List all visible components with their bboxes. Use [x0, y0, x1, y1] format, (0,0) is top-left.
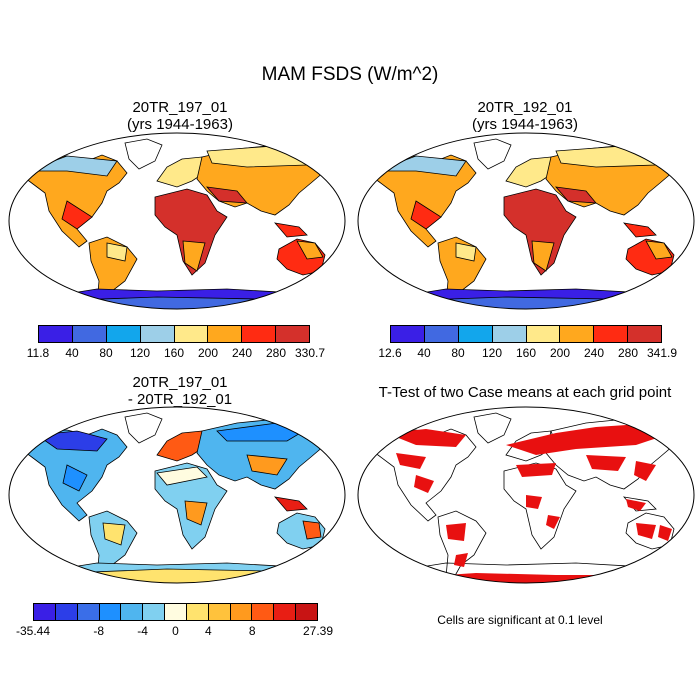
panel-title-bottom-right: T-Test of two Case means at each grid po… — [353, 384, 697, 401]
colorbar-swatch — [77, 604, 100, 620]
colorbar-label: 160 — [163, 346, 185, 360]
colorbar-label: 27.39 — [302, 624, 334, 638]
colorbar-swatch — [296, 604, 317, 620]
significance-footnote: Cells are significant at 0.1 level — [437, 613, 603, 627]
colorbar-swatch — [140, 326, 175, 342]
colorbar-swatch — [560, 326, 595, 342]
main-title: MAM FSDS (W/m^2) — [261, 64, 439, 85]
colorbar-label: 8 — [248, 624, 256, 638]
colorbar-swatch — [55, 604, 78, 620]
colorbar-label: 240 — [583, 346, 605, 360]
panel-title-line1: 20TR_197_01 — [132, 99, 228, 116]
colorbar-right — [390, 325, 662, 343]
panel-title-bottom-left: 20TR_197_01 - 20TR_192_01 — [10, 374, 350, 408]
panel-title-line2: (yrs 1944-1963) — [127, 116, 233, 133]
colorbar-swatch — [276, 326, 309, 342]
colorbar-label: 200 — [197, 346, 219, 360]
panel-title-line1: T-Test of two Case means at each grid po… — [378, 384, 672, 401]
colorbar-label: 120 — [129, 346, 151, 360]
colorbar-label: 11.8 — [26, 346, 50, 360]
colorbar-label: 40 — [417, 346, 431, 360]
colorbar-label: 280 — [265, 346, 287, 360]
colorbar-label: 4 — [205, 624, 212, 638]
colorbar-swatch — [252, 604, 275, 620]
colorbar-diff — [33, 603, 318, 621]
colorbar-label: 40 — [65, 346, 79, 360]
panel-title-line2: (yrs 1944-1963) — [472, 116, 578, 133]
colorbar-label: 330.7 — [294, 346, 326, 360]
colorbar-swatch — [72, 326, 107, 342]
colorbar-label: 80 — [99, 346, 113, 360]
colorbar-swatch — [174, 326, 209, 342]
colorbar-label: 240 — [231, 346, 253, 360]
colorbar-label: 80 — [451, 346, 465, 360]
colorbar-swatch — [424, 326, 459, 342]
colorbar-swatch — [106, 326, 141, 342]
panel-title-line1: 20TR_197_01 — [132, 374, 228, 391]
colorbar-swatch — [39, 326, 73, 342]
colorbar-swatch — [99, 604, 122, 620]
colorbar-swatch — [230, 604, 253, 620]
panel-title-line1: 20TR_192_01 — [477, 99, 573, 116]
colorbar-swatch — [208, 326, 243, 342]
colorbar-swatch — [34, 604, 56, 620]
colorbar-swatch — [594, 326, 629, 342]
colorbar-swatch — [274, 604, 297, 620]
colorbar-label: 0 — [172, 624, 179, 638]
colorbar-label: -4 — [137, 624, 148, 638]
map-bottom-left — [8, 406, 346, 584]
colorbar-swatch — [628, 326, 661, 342]
panel-title-line2: - 20TR_192_01 — [127, 391, 233, 408]
colorbar-swatch — [391, 326, 425, 342]
colorbar-label: 120 — [481, 346, 503, 360]
colorbar-swatch — [165, 604, 187, 620]
colorbar-label: -8 — [93, 624, 105, 638]
colorbar-label: 160 — [515, 346, 537, 360]
colorbar-swatch — [143, 604, 166, 620]
colorbar-label: 280 — [617, 346, 639, 360]
map-top-right — [357, 132, 695, 310]
colorbar-left — [38, 325, 310, 343]
colorbar-label: 341.9 — [646, 346, 678, 360]
colorbar-label: 200 — [549, 346, 571, 360]
colorbar-swatch — [186, 604, 209, 620]
colorbar-swatch — [121, 604, 144, 620]
map-top-left — [8, 132, 346, 310]
colorbar-swatch — [242, 326, 277, 342]
colorbar-swatch — [526, 326, 561, 342]
panel-title-top-left: 20TR_197_01 (yrs 1944-1963) — [10, 99, 350, 133]
colorbar-label: 12.6 — [378, 346, 402, 360]
colorbar-swatch — [458, 326, 493, 342]
colorbar-swatch — [492, 326, 527, 342]
colorbar-swatch — [208, 604, 231, 620]
panel-title-top-right: 20TR_192_01 (yrs 1944-1963) — [355, 99, 695, 133]
map-bottom-right — [357, 406, 695, 584]
colorbar-label: -35.44 — [15, 624, 51, 638]
